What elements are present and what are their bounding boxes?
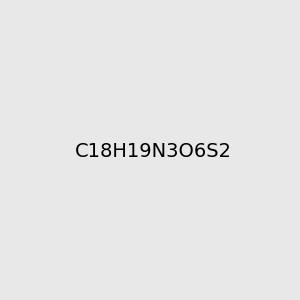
Text: C18H19N3O6S2: C18H19N3O6S2 xyxy=(75,142,232,161)
